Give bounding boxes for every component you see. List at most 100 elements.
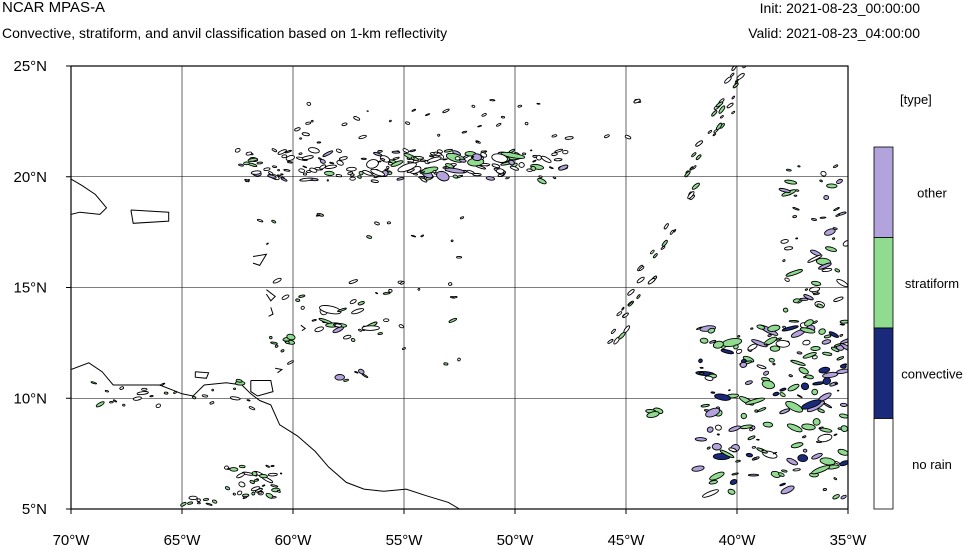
precip-cell bbox=[354, 371, 359, 374]
precip-cell bbox=[402, 148, 410, 154]
precip-cell bbox=[428, 155, 435, 158]
precip-cell bbox=[246, 399, 251, 402]
precip-cell bbox=[782, 325, 787, 329]
precip-cell bbox=[756, 324, 766, 330]
precip-cell bbox=[780, 485, 795, 495]
coastline-isla-margarita bbox=[194, 371, 210, 379]
precip-cell bbox=[778, 187, 791, 193]
lon-tick-label: 70°W bbox=[53, 532, 91, 549]
precip-cell bbox=[265, 242, 269, 245]
precip-cell bbox=[698, 358, 703, 364]
precip-cell bbox=[621, 306, 625, 311]
precip-cell bbox=[309, 167, 318, 173]
precip-cell bbox=[538, 175, 543, 178]
precip-cell bbox=[238, 163, 244, 167]
precip-cell bbox=[823, 194, 830, 201]
precip-cell bbox=[554, 148, 564, 153]
precip-cell bbox=[823, 334, 832, 339]
precip-cell bbox=[834, 461, 841, 465]
precip-cell bbox=[833, 477, 838, 481]
precip-cell bbox=[821, 339, 832, 345]
precip-cell bbox=[173, 390, 178, 394]
precip-cell bbox=[708, 480, 718, 485]
precip-cell bbox=[536, 102, 541, 105]
precip-cell bbox=[410, 156, 415, 160]
precip-cell bbox=[785, 168, 792, 172]
precip-cell bbox=[537, 177, 547, 185]
precip-cell bbox=[238, 464, 246, 469]
precip-cell bbox=[211, 388, 215, 392]
precip-cell bbox=[317, 157, 323, 161]
precip-cell bbox=[335, 148, 342, 153]
precip-cell bbox=[280, 177, 288, 182]
precip-cell bbox=[788, 320, 800, 323]
precip-cell bbox=[779, 392, 786, 398]
precip-cell bbox=[457, 357, 461, 362]
precip-cell bbox=[315, 214, 321, 217]
precip-cell bbox=[832, 494, 840, 500]
precip-cell bbox=[410, 234, 417, 238]
precip-cell bbox=[301, 155, 314, 160]
precip-cell bbox=[349, 176, 356, 181]
precipitation-field bbox=[90, 66, 848, 507]
precip-cell bbox=[652, 253, 658, 259]
precip-cell bbox=[800, 382, 810, 391]
precip-cell bbox=[224, 486, 231, 491]
precip-cell bbox=[233, 387, 237, 390]
precip-cell bbox=[736, 72, 745, 81]
legend-swatch-other bbox=[873, 146, 894, 238]
precip-cell bbox=[271, 148, 278, 153]
precip-cell bbox=[712, 133, 717, 137]
precip-cell bbox=[261, 484, 266, 487]
precip-cell bbox=[694, 437, 708, 442]
precip-cell bbox=[610, 328, 616, 334]
precip-cell bbox=[819, 216, 827, 219]
precip-cell bbox=[714, 393, 732, 401]
precip-cell bbox=[271, 496, 277, 499]
precip-cell bbox=[459, 158, 467, 163]
precip-cell bbox=[471, 104, 476, 108]
precip-cell bbox=[792, 468, 801, 472]
precip-cell bbox=[798, 367, 809, 375]
precip-cell bbox=[784, 246, 794, 251]
precip-cell bbox=[628, 302, 633, 307]
precip-cell bbox=[155, 403, 161, 409]
precip-cell bbox=[785, 400, 804, 413]
precip-cell bbox=[187, 501, 194, 505]
precip-cell bbox=[387, 171, 393, 175]
lat-tick-label: 15°N bbox=[13, 280, 47, 297]
precip-cell bbox=[793, 194, 798, 197]
precip-cell bbox=[840, 494, 847, 500]
precip-cell bbox=[424, 113, 431, 116]
precip-cell bbox=[335, 173, 343, 178]
precip-cell bbox=[250, 170, 262, 175]
precip-cell bbox=[205, 502, 213, 506]
precip-cell bbox=[366, 235, 373, 239]
precip-cell bbox=[698, 371, 705, 375]
precip-cell bbox=[149, 395, 154, 398]
precip-cell bbox=[426, 156, 442, 163]
legend-label: stratiform bbox=[905, 276, 959, 291]
precip-cell bbox=[104, 389, 109, 393]
precip-cell bbox=[633, 98, 641, 104]
precip-cell bbox=[390, 160, 404, 167]
precip-cell bbox=[817, 408, 825, 413]
precip-cell bbox=[524, 121, 529, 126]
precip-cell bbox=[810, 346, 821, 351]
precip-cell bbox=[334, 323, 343, 328]
map-subtitle: Convective, stratiform, and anvil classi… bbox=[2, 25, 448, 41]
longitude-axis: 70°W 65°W 60°W 55°W 50°W 45°W 40°W 35°W bbox=[53, 509, 867, 549]
precip-cell bbox=[433, 151, 438, 155]
precip-cell bbox=[386, 165, 390, 170]
precip-cell bbox=[136, 391, 149, 396]
precip-cell bbox=[833, 296, 844, 302]
precip-cell bbox=[782, 307, 789, 313]
precip-cell bbox=[336, 160, 344, 166]
legend-swatch-no-rain bbox=[873, 418, 894, 510]
precip-cell bbox=[751, 446, 757, 449]
coastline-martinique bbox=[265, 289, 276, 302]
precip-cell bbox=[284, 149, 292, 154]
precip-cell bbox=[209, 401, 215, 405]
precip-cell bbox=[761, 449, 764, 452]
precip-cell bbox=[370, 179, 379, 183]
